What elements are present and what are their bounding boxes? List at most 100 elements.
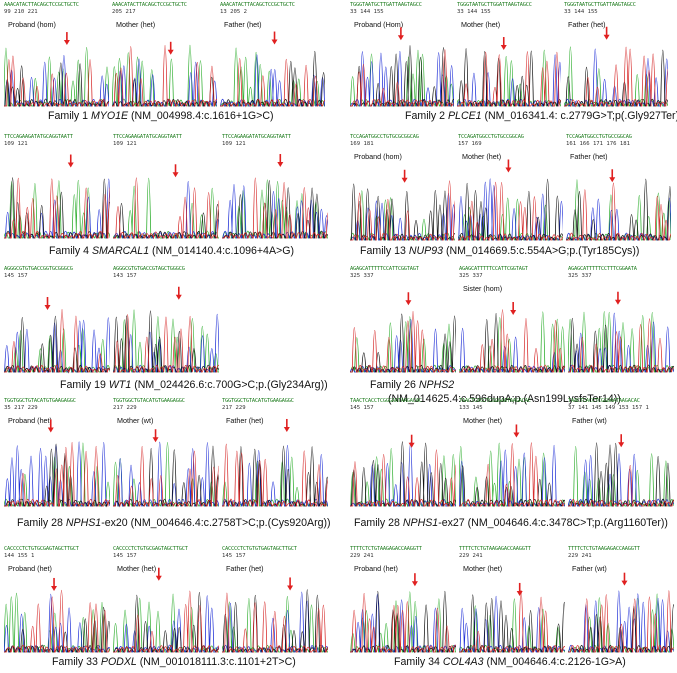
mutation-arrow-icon <box>152 429 159 443</box>
base-position-ruler: 109 121 <box>113 141 137 147</box>
base-position-ruler: 157 169 <box>458 141 482 147</box>
dna-sequence: AGGGCGTGTGACCGGTGCGGGCG <box>4 266 73 272</box>
dna-sequence: TGGGTAATGCTTGATTAAGTAGCC <box>350 2 422 8</box>
family-number: Family 2 <box>405 110 448 122</box>
chromatogram-trace <box>4 178 110 239</box>
family-caption: Family 28 NPHS1-ex27 (NM_004646.4:c.3478… <box>354 517 668 529</box>
chromatogram-trace <box>457 48 561 107</box>
dna-sequence: TAACTCACCTCGGGAATAAGACAC <box>568 398 640 404</box>
subject-label: Father (het) <box>570 152 608 161</box>
mutation-arrow-icon <box>614 291 621 305</box>
dna-sequence: TAACTCACCTCGGGAATAAGACAC <box>350 398 422 404</box>
chromatogram-panel: TCCAGATGGCCTGTGCCGGCAG 157 169 Mother (het… <box>458 134 563 244</box>
chromatogram-trace <box>112 45 217 107</box>
base-position-ruler: 229 241 <box>459 553 483 559</box>
chromatogram-trace <box>113 592 219 653</box>
chromatogram-plot <box>113 429 219 508</box>
chromatogram-plot <box>350 27 454 107</box>
subject-label: Mother (het) <box>461 20 501 29</box>
base-position-ruler: 143 157 <box>113 273 137 279</box>
chromatogram-plot <box>350 573 456 654</box>
family-number: Family 4 <box>49 245 92 257</box>
chromatogram-panel: CACCCCTCTGTGTGAGTAGCTTGCT 145 157 Father (… <box>222 546 328 656</box>
mutation-arrow-icon <box>411 573 418 587</box>
dna-sequence: TTTTCTCTGTAAGAGACCAAGGTT <box>459 546 531 552</box>
dna-sequence: TGGTGGCTGTACATGTGAAGAGGC <box>4 398 76 404</box>
subject-label: Mother (wt) <box>117 416 154 425</box>
base-position-ruler: 217 229 <box>222 405 246 411</box>
subject-label: Mother (het) <box>463 564 503 573</box>
chromatogram-trace <box>459 445 565 507</box>
dna-sequence: AGAGCATTTTTCCATTCGGTAGT <box>459 266 528 272</box>
chromatogram-trace <box>4 594 110 653</box>
chromatogram-plot <box>220 31 325 108</box>
gene-name: MYO1E <box>90 110 129 122</box>
subject-label: Proband (het) <box>8 416 52 425</box>
mutation-arrow-icon <box>47 419 54 433</box>
gene-name: COL4A3 <box>442 656 484 668</box>
chromatogram-trace <box>568 590 674 653</box>
mutation-arrow-icon <box>609 169 616 183</box>
chromatogram-trace <box>459 594 565 653</box>
chromatogram-trace <box>350 49 454 107</box>
variant-notation: -ex20 (NM_004646.4:c.2758T>C;p.(Cys920Ar… <box>101 517 331 529</box>
dna-sequence: TGGGTAATGCTTGATTAAGTAGCC <box>564 2 636 8</box>
base-position-ruler: 35 217 229 <box>4 405 38 411</box>
chromatogram-panel: TGGGTAATGCTTGATTAAGTAGCC 33 144 155 Father… <box>564 2 668 110</box>
base-position-ruler: 33 144 155 <box>457 9 491 15</box>
dna-sequence: CACCCCTCTGTGCGAGTAGCTTGCT <box>4 546 79 552</box>
base-position-ruler: 205 217 <box>112 9 136 15</box>
chromatogram-trace <box>459 442 565 508</box>
mutation-arrow-icon <box>51 577 58 591</box>
chromatogram-panel: AGAGCATTTTTCCTTTCGGAATA 325 337 <box>568 266 674 376</box>
chromatogram-panel: TCCAGATGGCCTGTGCGCGGCAG 169 181 Proband (h… <box>350 134 455 244</box>
chromatogram-trace <box>113 593 219 653</box>
subject-label: Proband (hom) <box>354 152 402 161</box>
variant-notation-line2: (NM_014625.4:c.596dupA;p.(Asn199LysfsTer… <box>388 393 621 405</box>
subject-label: Mother (het) <box>462 152 502 161</box>
dna-sequence: AAACATACTTACAGCTCCGCTGCTC <box>4 2 79 8</box>
mutation-arrow-icon <box>67 154 74 168</box>
chromatogram-trace <box>4 55 109 107</box>
family-number: Family 33 <box>52 656 101 668</box>
chromatogram-plot <box>457 37 561 107</box>
dna-sequence: TCCAGATGGCCTGTGCCGGCAG <box>458 134 524 140</box>
variant-notation: -ex27 (NM_004646.4:c.3478C>T;p.(Arg1160T… <box>438 517 668 529</box>
mutation-arrow-icon <box>408 434 415 448</box>
dna-sequence: AAACATACTTACAGCTCCGCTGCTC <box>112 2 187 8</box>
chromatogram-trace <box>459 313 565 374</box>
chromatogram-trace <box>350 180 455 241</box>
mutation-arrow-icon <box>167 41 174 55</box>
mutation-arrow-icon <box>603 26 610 40</box>
chromatogram-panel: AGAGCATTTTTCCATTCGGTAGT 325 337 Sister (ho… <box>459 266 565 376</box>
chromatogram-trace <box>4 590 110 653</box>
chromatogram-panel: TAACTCACCTCGGGAATAAGACAC 133 145 Mother (h… <box>459 398 565 510</box>
chromatogram-trace <box>113 309 219 373</box>
dna-sequence: TCCAGATGGCCTGTGCGCGGCAG <box>350 134 419 140</box>
family-number: Family 13 <box>360 245 409 257</box>
chromatogram-trace <box>220 58 325 108</box>
chromatogram-trace <box>566 182 671 241</box>
chromatogram-trace <box>4 317 110 373</box>
dna-sequence: AGAGCATTTTTCCTTTCGGAATA <box>568 266 637 272</box>
chromatogram-trace <box>350 51 454 107</box>
mutation-arrow-icon <box>277 154 284 168</box>
chromatogram-trace <box>113 178 219 240</box>
base-position-ruler: 145 157 <box>222 553 246 559</box>
dna-sequence: AGAGCATTTTTCCATTCGGTAGT <box>350 266 419 272</box>
family-caption: Family 19 WT1 (NM_024426.6:c.700G>C;p.(G… <box>60 379 328 391</box>
family-caption: Family 34 COL4A3 (NM_004646.4:c.2126-1G>… <box>394 656 626 668</box>
gene-name: NPHS1 <box>65 517 102 529</box>
family-number: Family 34 <box>394 656 443 668</box>
chromatogram-panel: AGGGCGTGTGACCGGTGCGGGCG 145 157 <box>4 266 110 376</box>
dna-sequence: TAACTCACCTCGGGAATAAGACAC <box>459 398 531 404</box>
family-number: Family 1 <box>48 110 91 122</box>
chromatogram-panel: AAACATACTTACAGCTCCGCTGCTC 205 217 Mother (… <box>112 2 217 110</box>
dna-sequence: TTCCAGAAGATATGCAGGTAATT <box>222 134 291 140</box>
family-caption: Family 33 PODXL (NM_001018111.3:c.1101+2… <box>52 656 296 668</box>
base-position-ruler: 325 337 <box>459 273 483 279</box>
base-position-ruler: 161 166 171 176 181 <box>566 141 630 147</box>
chromatogram-panel: TTTTCTCTGTAAGAGACCAAGGTT 229 241 Mother (h… <box>459 546 565 656</box>
gene-name: NPHS2 <box>418 379 455 391</box>
chromatogram-plot <box>459 301 565 374</box>
